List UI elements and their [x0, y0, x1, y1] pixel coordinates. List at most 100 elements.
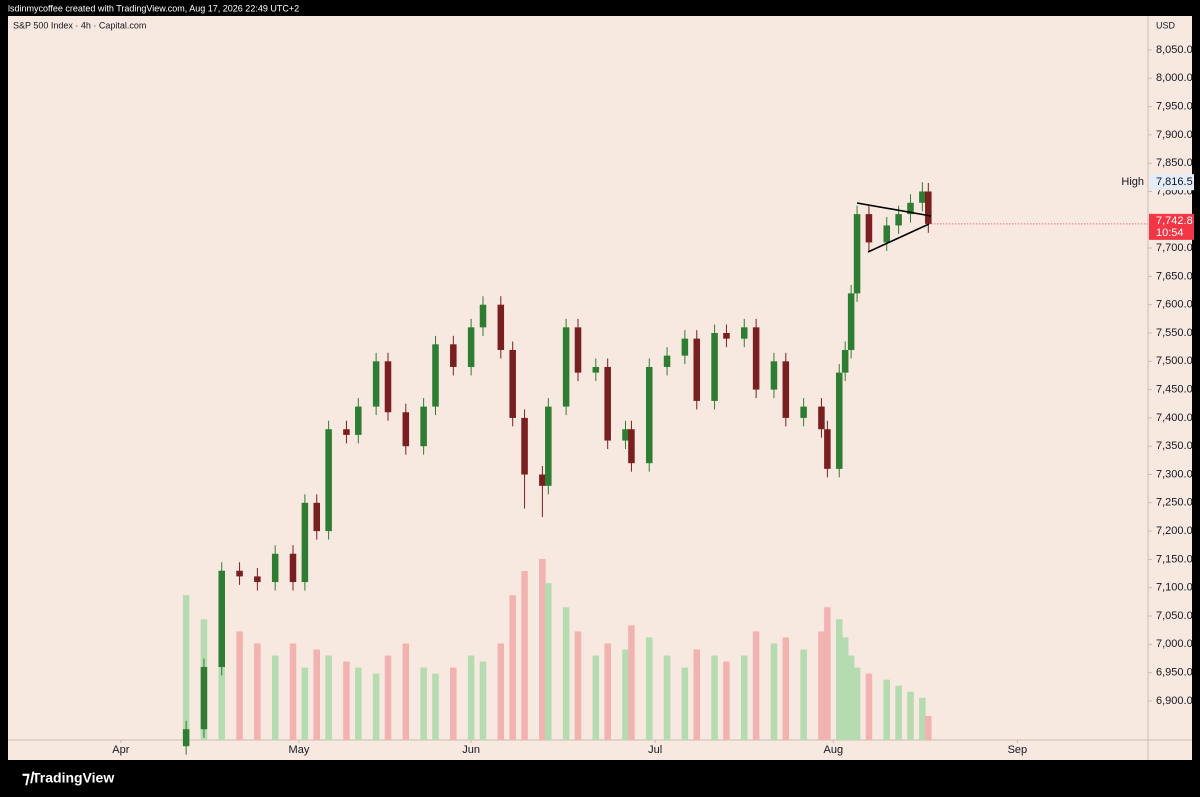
- y-tick-label: 7,300.0: [1156, 468, 1193, 480]
- y-tick-label: 7,900.0: [1156, 129, 1193, 141]
- y-tick-label: 7,400.0: [1156, 412, 1193, 424]
- volume-bar: [343, 661, 350, 740]
- trendline: [856, 202, 932, 217]
- candle-body: [865, 214, 873, 243]
- volume-bar: [628, 625, 635, 740]
- candle-body: [693, 338, 701, 401]
- volume-bar: [740, 655, 748, 740]
- candle-body: [402, 412, 410, 447]
- candle-body: [645, 366, 653, 464]
- volume-bar: [509, 595, 516, 740]
- candle-body: [521, 417, 528, 475]
- volume-bar: [539, 559, 546, 740]
- volume-bar: [545, 583, 552, 740]
- volume-bar: [182, 595, 190, 740]
- x-tick-label: Jul: [648, 744, 662, 756]
- last-price-label: 7,742.8: [1156, 215, 1193, 227]
- volume-bar: [883, 679, 891, 740]
- volume-bar: [372, 673, 380, 740]
- candle-body: [384, 361, 392, 413]
- y-tick-label: 7,550.0: [1156, 327, 1193, 339]
- candle-body: [841, 349, 849, 373]
- volume-bar: [450, 667, 457, 740]
- y-tick-label: 7,250.0: [1156, 497, 1193, 509]
- candle-body: [545, 406, 552, 486]
- candle-body: [301, 502, 309, 583]
- volume-bar: [925, 715, 932, 740]
- candle-body: [604, 366, 611, 441]
- candle-body: [271, 553, 279, 583]
- candle-body: [182, 729, 190, 747]
- volume-bar: [521, 571, 528, 740]
- candle-body: [467, 327, 475, 367]
- volume-bar: [895, 685, 902, 740]
- candle-body: [723, 332, 730, 339]
- volume-bar: [562, 607, 570, 740]
- x-tick-label: Jun: [462, 744, 480, 756]
- y-tick-label: 7,450.0: [1156, 384, 1193, 396]
- plot: 6,900.0 6,950.0 7,000.0 7,050.0 7,100.0 7,150…: [112, 44, 1194, 756]
- volume-bar: [770, 643, 778, 740]
- volume-bar: [782, 637, 790, 740]
- volume-bar: [254, 643, 261, 740]
- candle-body: [622, 429, 629, 441]
- volume-bar: [384, 655, 392, 740]
- countdown: 10:54: [1156, 227, 1184, 239]
- volume-bar: [723, 661, 730, 740]
- candle-body: [818, 406, 825, 430]
- volume-bar: [818, 631, 825, 740]
- volume-bar: [289, 643, 297, 740]
- volume-bar: [693, 649, 701, 740]
- y-tick-label: 8,050.0: [1156, 44, 1193, 56]
- candle-body: [770, 361, 778, 390]
- volume-bar: [835, 619, 843, 740]
- candle-body: [432, 344, 439, 407]
- y-tick-label: 7,650.0: [1156, 270, 1193, 282]
- candle-body: [479, 304, 487, 328]
- volume-bar: [479, 661, 487, 740]
- volume-bar: [467, 655, 475, 740]
- y-tick-label: 7,500.0: [1156, 355, 1193, 367]
- candle-body: [800, 406, 807, 418]
- y-tick-label: 7,950.0: [1156, 100, 1193, 112]
- candle-body: [420, 406, 427, 447]
- volume-bar: [824, 607, 831, 740]
- last-price-box: [1149, 213, 1194, 240]
- candle-body: [752, 327, 760, 390]
- candle-body: [325, 429, 332, 532]
- candle-body: [236, 570, 243, 577]
- volume-bar: [841, 637, 849, 740]
- volume-bar: [645, 637, 653, 740]
- y-tick-label: 7,850.0: [1156, 157, 1193, 169]
- y-tick-label: 7,700.0: [1156, 242, 1193, 254]
- y-tick-label: 7,050.0: [1156, 610, 1193, 622]
- brand-logo: ⁊/: [22, 770, 35, 787]
- volume-bar: [355, 667, 362, 740]
- candle-body: [497, 304, 505, 350]
- candle-body: [355, 406, 362, 435]
- volume-bar: [907, 691, 914, 740]
- volume-bar: [420, 667, 427, 740]
- high-name: High: [1121, 176, 1144, 188]
- candle-body: [895, 214, 902, 226]
- candle-body: [539, 474, 546, 486]
- volume-bar: [313, 649, 321, 740]
- y-tick-label: 6,950.0: [1156, 667, 1193, 679]
- y-tick-label: 7,150.0: [1156, 553, 1193, 565]
- x-tick-label: Aug: [824, 744, 844, 756]
- volume-bar: [847, 655, 855, 740]
- candle-body: [853, 214, 861, 294]
- candle-body: [289, 553, 297, 583]
- candle-body: [254, 576, 261, 583]
- candle-body: [450, 344, 457, 367]
- y-tick-label: 8,000.0: [1156, 72, 1193, 84]
- candle-body: [919, 191, 926, 203]
- header: lsdinmycoffee created with TradingView.c…: [8, 3, 299, 13]
- volume-bar: [711, 655, 718, 740]
- volume-bar: [592, 655, 600, 740]
- candle-body: [343, 429, 350, 435]
- currency: USD: [1156, 20, 1176, 30]
- candle-body: [681, 338, 689, 356]
- candle-body: [562, 327, 570, 407]
